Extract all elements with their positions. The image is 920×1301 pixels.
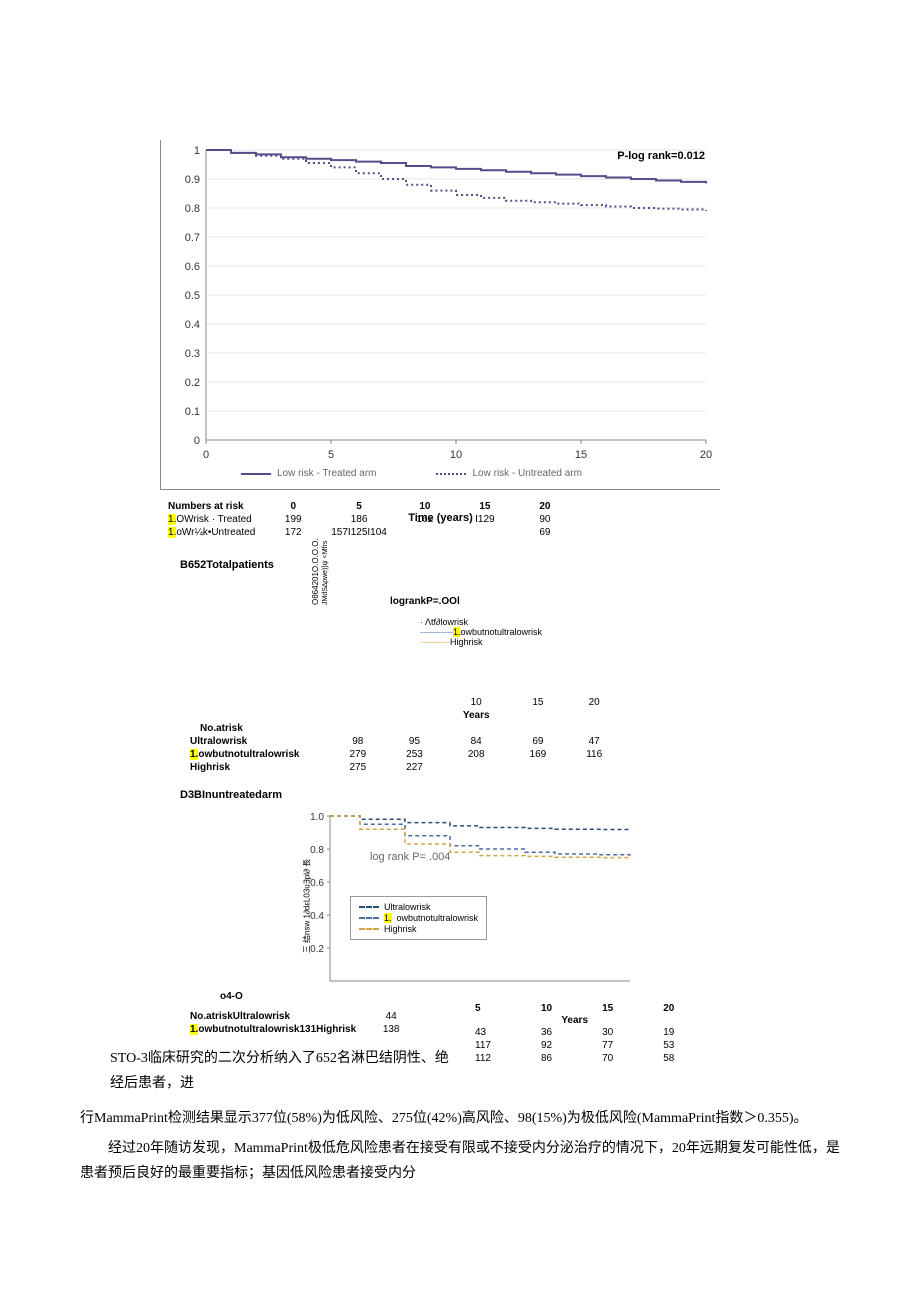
risk-row: 1.owbutnotultralowrisk131Highrisk 138	[180, 1023, 416, 1036]
chart-b-text: logrankP=.OOl · Λtf∂lowrisk -----------1…	[390, 596, 542, 647]
svg-text:0.8: 0.8	[185, 203, 200, 215]
svg-text:5: 5	[328, 449, 334, 461]
chart-d: 三 结nsw 1∂dεL03u∃pl∂ 長 0.20.40.60.81.0 lo…	[280, 806, 640, 1006]
chart-a-risk-table: Numbers at risk 0 5 10 15 20 1.OWrisk · …	[160, 500, 840, 539]
chart-d-risk-table: No.atriskUltralowrisk 44 1.owbutnotultra…	[180, 1010, 450, 1036]
svg-text:0.2: 0.2	[185, 377, 200, 389]
chart-b-risk-table: 10 15 20 Years No.atrisk Ultralowrisk 98…	[180, 696, 840, 774]
legend-item-untreated: Low risk - Untreated arm	[436, 468, 581, 479]
svg-text:0: 0	[203, 449, 209, 461]
svg-text:1: 1	[194, 145, 200, 157]
chart-d-nums: 5 10 15 20 Years 43 36 30 19 117 92 77 5…	[450, 1002, 699, 1065]
legend-row: Ultralowrisk	[359, 902, 478, 912]
chart-a-legend: Low risk - Treated arm Low risk - Untrea…	[241, 468, 582, 479]
body-p2: 经过20年随访发现，MammaPrint极低危风险患者在接受有限或不接受内分泌治…	[80, 1136, 840, 1186]
chart-d-legend: Ultralowrisk 1.owbutnotultralowrisk High…	[350, 896, 487, 940]
svg-text:0: 0	[194, 435, 200, 447]
chart-a-svg: 00.10.20.30.40.50.60.70.80.9105101520	[161, 140, 721, 490]
svg-text:0.5: 0.5	[185, 290, 200, 302]
legend-line-solid	[241, 473, 271, 475]
svg-text:0.8: 0.8	[310, 845, 324, 856]
chart-d-yrotated: 三 结nsw 1∂dεL03u∃pl∂ 長	[302, 859, 313, 953]
legend-label: Low risk - Treated arm	[277, 468, 376, 479]
legend-row: · Λtf∂lowrisk	[420, 617, 542, 627]
svg-text:20: 20	[700, 449, 712, 461]
risk-row: Ultralowrisk 98 95 84 69 47	[180, 735, 622, 748]
risk-row: 1.OWrisk · Treated 199 186 162 I129 90	[160, 513, 575, 526]
svg-text:15: 15	[575, 449, 587, 461]
chart-d-pvalue: log rank P= .004	[370, 851, 450, 863]
svg-text:0.7: 0.7	[185, 232, 200, 244]
chart-a: P-log rank=0.012 00.10.20.30.40.50.60.70…	[160, 140, 720, 490]
svg-text:0.1: 0.1	[185, 406, 200, 418]
chart-a-xlabel: Time (years)	[408, 512, 473, 524]
legend-row: 1.owbutnotultralowrisk	[359, 913, 478, 923]
risk-row: 1.oWr¼k•Untreated 172 157I125I104 69	[160, 526, 575, 539]
body-text: 行MammaPrint检测结果显示377位(58%)为低风险、275位(42%)…	[80, 1106, 840, 1186]
legend-item-treated: Low risk - Treated arm	[241, 468, 376, 479]
svg-text:10: 10	[450, 449, 462, 461]
svg-text:1.0: 1.0	[310, 812, 324, 823]
legend-label: Low risk - Untreated arm	[472, 468, 581, 479]
legend-row: ----------Highrisk	[420, 637, 542, 647]
body-intro: STO-3临床研究的二次分析纳入了652名淋巴结阴性、绝经后患者，进	[80, 1046, 450, 1096]
nums-row: 43 36 30 19	[450, 1026, 699, 1039]
legend-line-dotted	[436, 473, 466, 475]
risk-row: 1.owbutnotultralowrisk 279 253 208 169 1…	[180, 748, 622, 761]
chart-b-area: O864201O.O.O.O. JMdS∆pwe)}ψ <Mfrs logran…	[330, 576, 840, 696]
svg-text:0.6: 0.6	[185, 261, 200, 273]
nums-row: 117 92 77 53	[450, 1039, 699, 1052]
nums-row: 112 86 70 58	[450, 1052, 699, 1065]
chart-b-label: B652Totalpatients	[180, 559, 840, 571]
svg-text:0.3: 0.3	[185, 348, 200, 360]
legend-row: Highrisk	[359, 924, 478, 934]
chart-a-container: P-log rank=0.012 00.10.20.30.40.50.60.70…	[80, 140, 840, 539]
svg-text:0.4: 0.4	[185, 319, 200, 331]
chart-b-rotated: O864201O.O.O.O. JMdS∆pwe)}ψ <Mfrs	[311, 538, 329, 605]
risk-header: Numbers at risk	[160, 500, 263, 513]
risk-row: Highrisk 275 227	[180, 761, 622, 774]
legend-row: -----------1.owbutnotultralowrisk	[420, 627, 542, 637]
body-p1: 行MammaPrint检测结果显示377位(58%)为低风险、275位(42%)…	[80, 1106, 840, 1131]
chart-d-label: D3BInuntreatedarm	[180, 789, 840, 801]
svg-text:0.9: 0.9	[185, 174, 200, 186]
